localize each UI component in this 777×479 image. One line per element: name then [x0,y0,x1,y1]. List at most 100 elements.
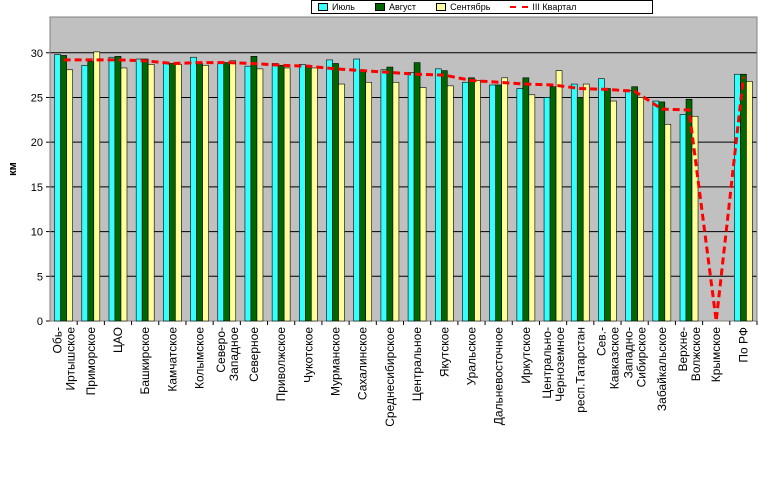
bar-Июль-14 [434,68,442,322]
bar-Июль-8 [271,63,279,322]
bar-Август-1 [87,61,95,322]
bar-Август-5 [196,63,203,322]
x-tick-label: Приволжское [274,327,288,402]
bar-Сентябрь-11 [365,81,373,322]
legend-swatch [318,3,328,11]
x-tick-label: Крымское [709,327,723,383]
bar-Июль-4 [163,62,170,322]
bar-Сентябрь-4 [175,64,182,322]
x-tick-label: Мурманское [329,327,343,396]
x-tick-label: Сахалинское [356,327,370,400]
legend-label: Август [388,2,417,12]
bar-Август-13 [413,62,421,322]
bar-Июль-1 [81,64,89,322]
y-tick-label: 20 [31,137,43,149]
bar-Июль-2 [108,56,116,322]
bar-Сентябрь-5 [202,64,209,322]
legend-item: Июль [318,2,355,12]
bar-Август-8 [277,64,285,322]
bar-Сентябрь-20 [610,100,617,322]
bar-Август-25 [740,73,747,322]
bar-Сентябрь-2 [120,67,128,322]
bar-Август-12 [386,66,394,322]
bar-Сентябрь-6 [229,60,237,322]
bar-Август-6 [223,62,231,322]
bar-Август-0 [60,55,67,322]
bar-Август-20 [604,88,611,322]
x-tick-label: ЦАО [111,327,125,353]
bar-Сентябрь-12 [392,81,400,322]
bar-Сентябрь-8 [283,67,291,322]
y-tick-label: 30 [31,48,43,60]
bar-Июль-12 [380,69,388,322]
bar-Сентябрь-16 [501,77,508,322]
bar-Июль-17 [516,88,524,322]
x-tick-label: Верхне-Волжское [676,327,703,382]
x-tick-label: Забайкальское [655,327,669,411]
bar-Август-18 [549,86,557,322]
legend-line-swatch [510,6,529,8]
bar-Август-9 [305,65,312,322]
x-tick-label: Среднесибирское [383,327,397,427]
bar-Июль-7 [244,65,252,322]
legend-item: Сентябрь [436,2,490,12]
bar-Август-11 [359,70,367,322]
bar-Август-10 [332,63,339,322]
y-tick-label: 25 [31,92,43,104]
bar-Июль-15 [462,81,469,322]
bar-Июль-18 [543,97,551,322]
bar-Август-22 [658,101,666,322]
bar-Сентябрь-13 [419,87,427,322]
bar-Июль-19 [570,83,578,322]
bar-Август-19 [576,97,584,322]
legend-swatch [374,3,385,11]
legend-label: III Квартал [532,2,577,12]
bar-Август-16 [495,84,502,322]
y-axis-label: км [7,162,19,176]
bar-Сентябрь-10 [338,83,345,322]
bar-Июль-22 [652,100,660,322]
bar-Август-7 [250,56,258,322]
bar-Сентябрь-17 [528,94,536,322]
x-tick-label: респ.Татарстан [573,327,587,413]
x-tick-label: Сев.-Кавказское [594,327,621,390]
x-tick-label: Обь-Иртышское [51,327,78,391]
x-tick-label: Чукотское [301,327,315,383]
bar-Август-17 [522,77,530,322]
bar-Сентябрь-3 [147,64,155,322]
chart-legend: Июль Август Сентябрь III Квартал [311,0,653,14]
legend-item: Август [374,2,417,12]
bar-Сентябрь-19 [582,83,590,322]
y-tick-label: 5 [37,271,43,283]
bar-Июль-23 [679,114,687,322]
bar-Сентябрь-25 [746,81,753,322]
bar-Сентябрь-21 [637,97,644,322]
bar-Сентябрь-22 [664,123,672,322]
y-tick-label: 0 [37,316,43,328]
x-tick-label: Западно-Сибирское [622,327,649,388]
bar-Август-3 [141,58,149,322]
x-tick-label: Центрально-Черноземное [540,327,567,402]
bar-Июль-5 [190,56,197,322]
x-tick-label: Иркутское [519,327,533,384]
bar-Июль-20 [598,78,605,322]
bar-Август-21 [631,86,638,322]
bar-Сентябрь-9 [311,67,318,322]
legend-swatch [436,3,447,11]
x-tick-label: Камчатское [165,327,179,392]
legend-item: III Квартал [510,2,576,12]
bar-Сентябрь-1 [93,51,101,322]
x-tick-label: Приморское [84,327,98,396]
bar-Сентябрь-23 [691,115,699,322]
x-tick-label: Северо-Западное [214,327,241,381]
bar-Июль-6 [217,62,225,322]
bar-Июль-11 [353,58,361,322]
legend-label: Сентябрь [450,2,491,12]
bar-Август-14 [440,70,448,322]
bar-Июль-0 [54,54,61,322]
legend-label: Июль [332,2,355,12]
x-tick-label: Башкирское [138,327,152,395]
bar-Июль-21 [625,90,632,322]
bar-Июль-10 [326,59,333,322]
